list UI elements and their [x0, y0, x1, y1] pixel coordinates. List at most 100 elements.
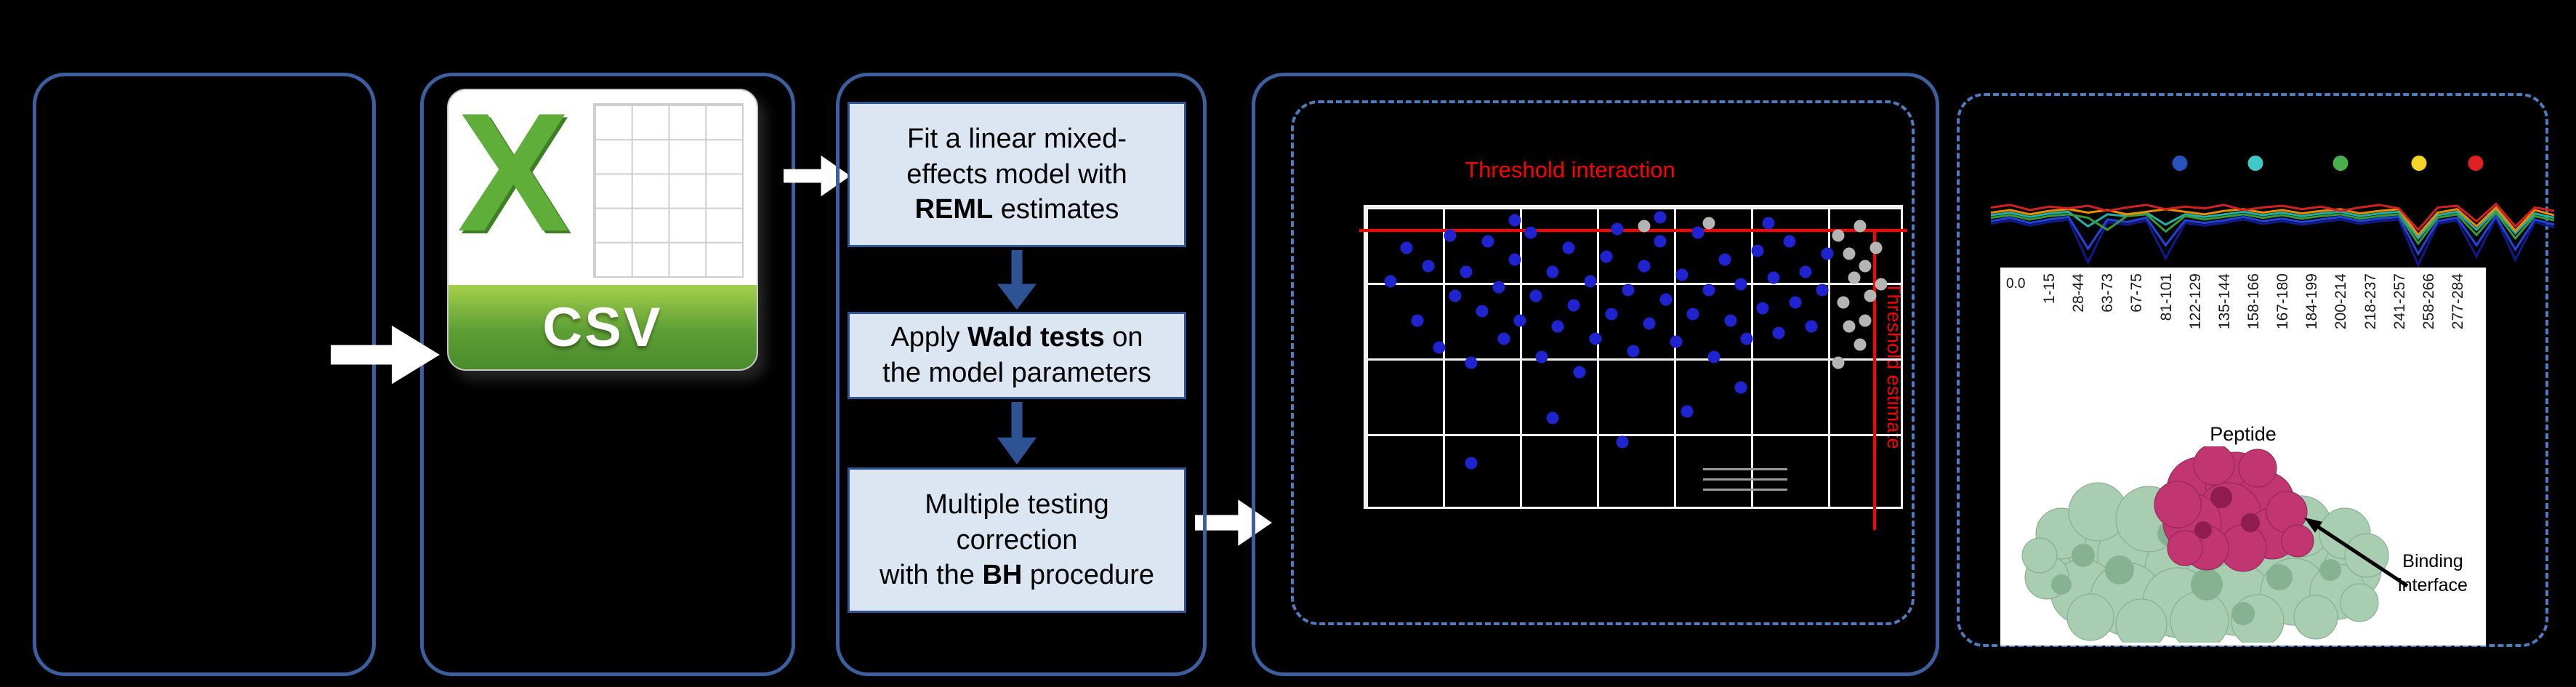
plot-legend	[1703, 460, 1811, 506]
scatter-point-blue	[1584, 275, 1597, 287]
scatter-point-blue	[1627, 345, 1640, 358]
scatter-point-gray	[1869, 241, 1883, 254]
scatter-point-blue	[1384, 275, 1397, 287]
scatter-point-blue	[1465, 457, 1478, 470]
scatter-point-blue	[1756, 302, 1769, 315]
scatter-point-gray	[1864, 289, 1877, 302]
scatter-point-blue	[1567, 299, 1580, 312]
scatter-point-blue	[1611, 222, 1624, 236]
scatter-point-blue	[1508, 214, 1521, 227]
csv-label: CSV	[542, 296, 663, 358]
scatter-point-blue	[1659, 293, 1673, 306]
scatter-point-blue	[1444, 229, 1457, 242]
scatter-point-gray	[1832, 356, 1845, 369]
scatter-point-blue	[1492, 281, 1505, 294]
profile-line-blue	[1991, 216, 2554, 254]
scatter-point-gray	[1848, 271, 1861, 284]
step-wald-tests: Apply Wald tests on the model parameters	[848, 312, 1186, 399]
scatter-plot	[1359, 205, 1907, 531]
profile-line-orange	[1991, 207, 2554, 235]
threshold-vline	[1873, 229, 1877, 531]
peptide-dashed-box	[1957, 93, 2548, 647]
scatter-point-gray	[1832, 229, 1845, 242]
scatter-point-blue	[1573, 366, 1586, 379]
peptide-tick-label: 277-284	[2449, 273, 2466, 330]
scatter-point-blue	[1762, 217, 1774, 230]
step-line: Apply Wald tests on	[890, 322, 1143, 353]
scatter-point-blue	[1465, 356, 1478, 369]
binding-interface-arrow	[2304, 518, 2409, 588]
scatter-point-blue	[1691, 226, 1704, 239]
peptide-tick-label: 200-214	[2333, 273, 2350, 330]
scatter-point-blue	[1535, 350, 1548, 363]
scatter-point-blue	[1734, 278, 1747, 291]
scatter-point-blue	[1702, 284, 1715, 297]
scatter-point-gray	[1875, 278, 1888, 291]
profile-dot	[2333, 156, 2348, 171]
protein-structure-image	[2021, 446, 2389, 643]
scatter-point-blue	[1718, 253, 1731, 266]
peptide-axis-title: Peptide	[2210, 423, 2277, 445]
flow-arrow-right-2	[784, 155, 850, 197]
scatter-point-blue	[1783, 235, 1796, 248]
profile-lines-svg	[1991, 182, 2554, 268]
scatter-point-blue	[1600, 250, 1613, 263]
scatter-point-gray	[1853, 220, 1867, 233]
scatter-point-gray	[1843, 247, 1856, 260]
scatter-point-blue	[1551, 320, 1564, 333]
peptide-tick-label: 67-75	[2128, 273, 2146, 313]
scatter-point-blue	[1654, 235, 1667, 248]
scatter-point-blue	[1589, 332, 1602, 345]
peptide-tick-label: 135-144	[2215, 273, 2233, 330]
scatter-point-gray	[1859, 260, 1872, 273]
peptide-tick-label: 184-199	[2303, 273, 2321, 330]
scatter-point-gray	[1702, 217, 1715, 230]
scatter-point-blue	[1675, 268, 1689, 281]
peptide-axis-panel: 0.0 1-15 28-44 63-73 67-75 81-101 122-129 135-…	[2000, 268, 2486, 646]
scatter-point-blue	[1460, 265, 1473, 278]
step-fit-model: Fit a linear mixed- effects model with R…	[848, 102, 1186, 247]
peptide-tick-label: 28-44	[2070, 273, 2088, 313]
scatter-point-blue	[1789, 296, 1802, 309]
scatter-point-blue	[1670, 335, 1683, 348]
profile-dot	[2411, 156, 2427, 171]
profile-dots	[1991, 156, 2554, 173]
scatter-point-blue	[1799, 265, 1812, 278]
profile-dot	[2468, 156, 2483, 171]
step-bh-correction: Multiple testing correction with the BH …	[848, 467, 1186, 613]
scatter-point-blue	[1562, 241, 1575, 254]
scatter-point-blue	[1740, 332, 1753, 345]
profile-dot	[2172, 156, 2188, 171]
y-axis-tick: 0.0	[2006, 276, 2026, 292]
scatter-point-blue	[1605, 308, 1618, 321]
down-arrow-2	[997, 402, 1037, 465]
scatter-point-blue	[1805, 320, 1818, 333]
profile-line-navy	[1991, 218, 2554, 265]
scatter-point-blue	[1816, 284, 1829, 297]
step-line: with the BH procedure	[879, 560, 1155, 591]
step-line: Multiple testing	[925, 489, 1109, 521]
scatter-point-blue	[1513, 314, 1526, 327]
scatter-point-blue	[1751, 244, 1764, 257]
peptide-tick-label: 81-101	[2157, 273, 2175, 321]
scatter-point-blue	[1529, 289, 1542, 302]
scatter-point-blue	[1772, 326, 1785, 340]
threshold-interaction-label: Threshold interaction	[1465, 157, 1675, 182]
scatter-point-blue	[1767, 271, 1780, 284]
scatter-point-blue	[1481, 235, 1494, 248]
scatter-point-blue	[1411, 314, 1424, 327]
scatter-point-blue	[1524, 226, 1537, 239]
scatter-point-blue	[1724, 314, 1737, 327]
peptide-tick-label: 63-73	[2099, 273, 2117, 313]
scatter-point-blue	[1422, 260, 1435, 273]
step-line: REML estimates	[914, 194, 1119, 225]
panel-csv	[420, 73, 795, 676]
scatter-point-gray	[1837, 296, 1850, 309]
peptide-tick-label: 258-266	[2420, 273, 2437, 330]
peptide-tick-label: 218-237	[2362, 273, 2379, 330]
peptide-tick-label: 122-129	[2186, 273, 2204, 330]
excel-x-logo: X	[457, 79, 570, 267]
scatter-points	[1364, 205, 1903, 509]
panel-input	[33, 73, 376, 676]
